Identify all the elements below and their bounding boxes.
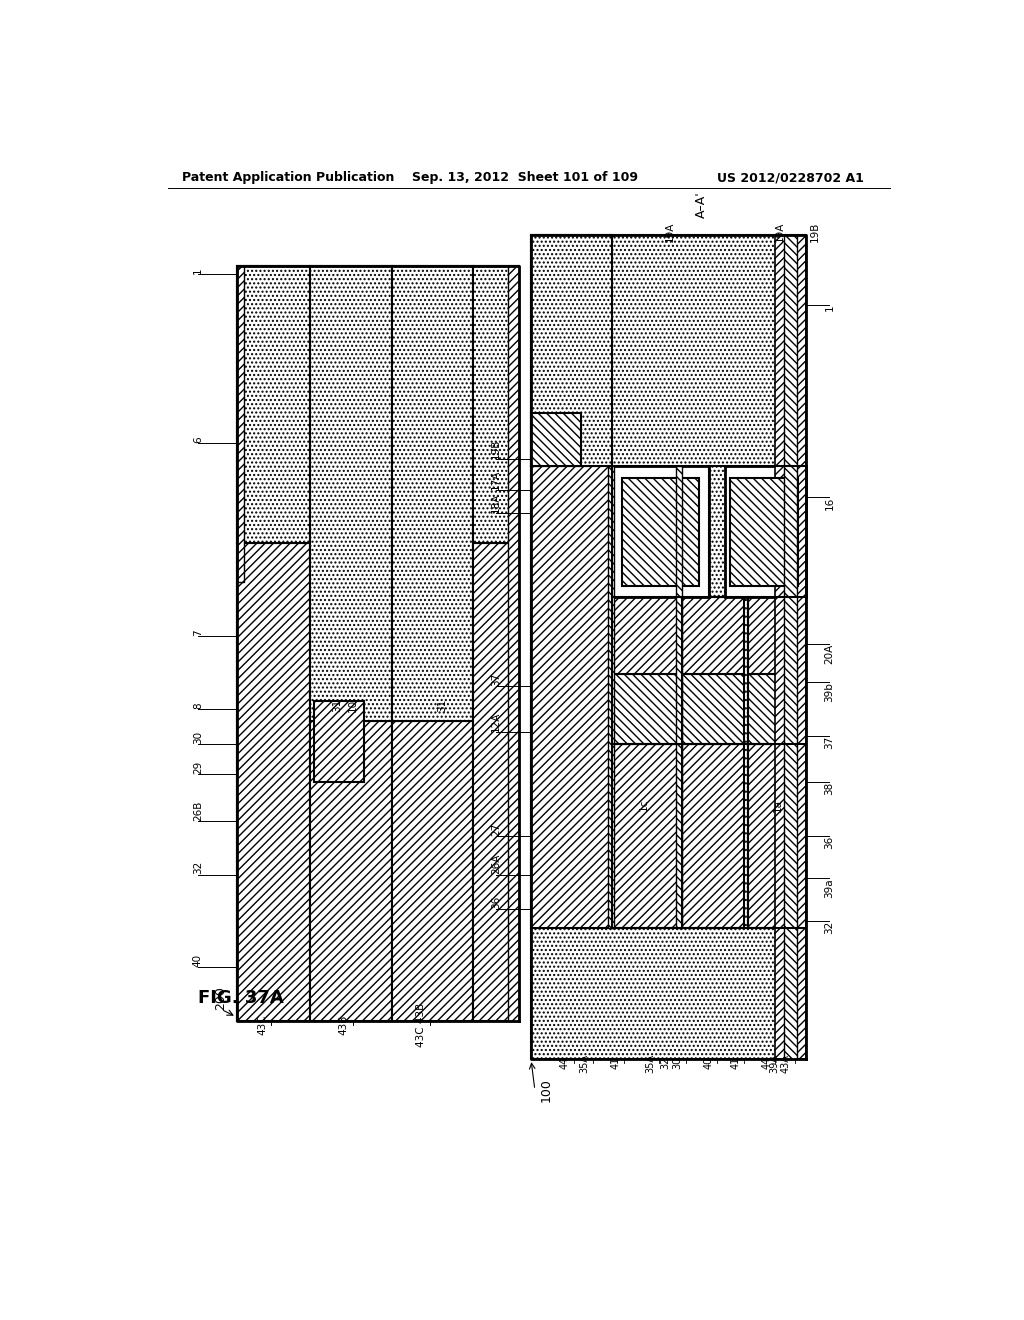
Polygon shape xyxy=(314,701,365,781)
Text: 37: 37 xyxy=(824,737,835,750)
Text: 43C: 43C xyxy=(257,1014,267,1035)
Text: 26B: 26B xyxy=(193,800,203,821)
Text: 10: 10 xyxy=(348,698,357,711)
Text: 19A: 19A xyxy=(665,222,675,242)
Text: 44: 44 xyxy=(560,1057,569,1069)
Polygon shape xyxy=(391,721,473,1020)
Text: 20A: 20A xyxy=(824,644,835,664)
Text: 39a: 39a xyxy=(824,878,835,898)
Text: 39A
43A: 39A 43A xyxy=(769,1053,791,1073)
Polygon shape xyxy=(775,235,806,1059)
Polygon shape xyxy=(725,466,806,598)
Polygon shape xyxy=(607,466,614,928)
Polygon shape xyxy=(612,466,710,598)
Text: A–A': A–A' xyxy=(695,191,708,218)
Polygon shape xyxy=(748,743,806,928)
Polygon shape xyxy=(310,267,391,721)
Polygon shape xyxy=(237,544,310,1020)
Text: 27: 27 xyxy=(492,822,501,836)
Polygon shape xyxy=(310,721,391,1020)
Text: 18A: 18A xyxy=(492,492,501,512)
Text: 38: 38 xyxy=(824,781,835,796)
Text: FIG. 37A: FIG. 37A xyxy=(198,989,284,1007)
Text: 19A: 19A xyxy=(775,222,785,242)
Polygon shape xyxy=(473,267,519,544)
Polygon shape xyxy=(508,267,519,1020)
Text: 37: 37 xyxy=(492,673,501,686)
Text: 31: 31 xyxy=(437,698,446,711)
Polygon shape xyxy=(237,267,245,582)
Text: 1: 1 xyxy=(824,305,835,312)
Polygon shape xyxy=(784,235,797,1059)
Polygon shape xyxy=(531,235,612,466)
Text: 40: 40 xyxy=(703,1057,713,1069)
Text: 19B: 19B xyxy=(492,438,501,459)
Polygon shape xyxy=(676,466,682,928)
Text: 12A: 12A xyxy=(492,711,501,733)
Polygon shape xyxy=(531,235,806,1059)
Text: 43B: 43B xyxy=(339,1015,349,1035)
Text: 19B: 19B xyxy=(810,222,820,242)
Text: 200: 200 xyxy=(214,986,227,1010)
Text: 32
30: 32 30 xyxy=(660,1057,682,1069)
Text: 1a: 1a xyxy=(772,799,782,812)
Text: 17A: 17A xyxy=(492,469,501,490)
Text: 8: 8 xyxy=(193,702,203,709)
Text: 32: 32 xyxy=(193,861,203,875)
Text: 1c: 1c xyxy=(638,799,648,812)
Polygon shape xyxy=(612,743,678,928)
Text: 36: 36 xyxy=(824,836,835,849)
Polygon shape xyxy=(531,466,612,928)
Text: 6: 6 xyxy=(193,437,203,444)
Text: US 2012/0228702 A1: US 2012/0228702 A1 xyxy=(718,172,864,185)
Polygon shape xyxy=(391,267,473,721)
Text: 32: 32 xyxy=(824,921,835,935)
Text: 100: 100 xyxy=(540,1078,553,1102)
Polygon shape xyxy=(237,267,310,544)
Polygon shape xyxy=(748,598,806,675)
Text: 44: 44 xyxy=(761,1057,771,1069)
Text: 31: 31 xyxy=(332,698,342,711)
Polygon shape xyxy=(748,675,806,743)
Text: 30: 30 xyxy=(193,730,203,743)
Text: 39b: 39b xyxy=(824,682,835,702)
Text: Patent Application Publication: Patent Application Publication xyxy=(182,172,394,185)
Text: 43C 43B: 43C 43B xyxy=(417,1002,426,1047)
Text: 35A: 35A xyxy=(580,1053,589,1073)
Text: 41: 41 xyxy=(730,1057,740,1069)
Polygon shape xyxy=(623,478,699,586)
Polygon shape xyxy=(730,478,799,586)
Polygon shape xyxy=(237,267,519,1020)
Text: 36: 36 xyxy=(492,896,501,909)
Polygon shape xyxy=(612,598,678,675)
Text: 41: 41 xyxy=(610,1057,621,1069)
Polygon shape xyxy=(682,598,744,675)
Text: Sep. 13, 2012  Sheet 101 of 109: Sep. 13, 2012 Sheet 101 of 109 xyxy=(412,172,638,185)
Polygon shape xyxy=(531,412,582,466)
Text: 29: 29 xyxy=(193,762,203,775)
Text: 26A: 26A xyxy=(492,854,501,875)
Polygon shape xyxy=(473,544,519,1020)
Text: 1: 1 xyxy=(193,267,203,275)
Text: 40: 40 xyxy=(193,954,203,966)
Polygon shape xyxy=(682,675,744,743)
Polygon shape xyxy=(682,743,744,928)
Text: 7: 7 xyxy=(193,630,203,636)
Polygon shape xyxy=(612,675,678,743)
Text: 16: 16 xyxy=(824,498,835,511)
Text: 35A: 35A xyxy=(645,1053,655,1073)
